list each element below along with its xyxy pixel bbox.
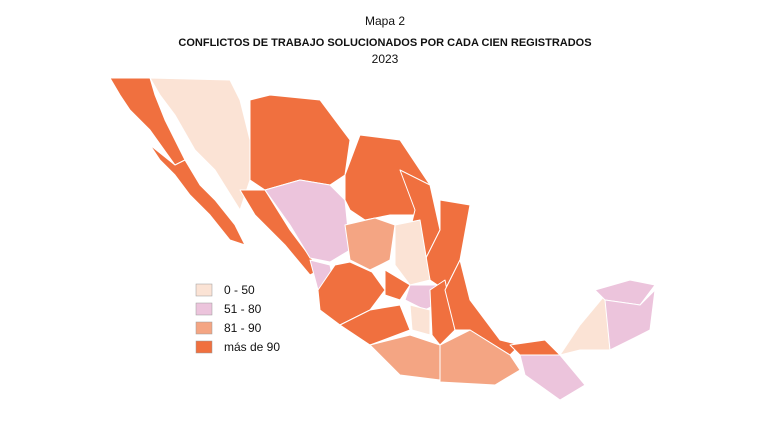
map-year: 2023 <box>372 52 399 66</box>
state <box>594 279 656 306</box>
state <box>149 144 246 246</box>
state <box>339 304 411 346</box>
legend-label: 0 - 50 <box>224 283 255 297</box>
state <box>344 217 396 271</box>
state <box>559 294 611 356</box>
legend-swatch <box>195 302 213 316</box>
state <box>409 304 431 336</box>
legend-swatch <box>195 321 213 335</box>
state <box>439 329 521 386</box>
state <box>384 269 411 301</box>
state <box>429 279 456 346</box>
state <box>394 219 431 286</box>
legend: 0 - 50 51 - 80 81 - 90 más de 90 <box>195 283 280 354</box>
mexico-map <box>109 77 656 401</box>
state <box>344 134 431 221</box>
legend-swatch <box>195 340 213 354</box>
legend-label: 81 - 90 <box>224 321 262 335</box>
state <box>519 354 586 401</box>
state <box>369 334 441 381</box>
state <box>249 94 351 191</box>
state <box>604 289 656 351</box>
map-title: CONFLICTOS DE TRABAJO SOLUCIONADOS POR C… <box>178 37 591 49</box>
legend-label: 51 - 80 <box>224 302 262 316</box>
map-label: Mapa 2 <box>365 14 405 28</box>
state <box>149 77 251 211</box>
legend-swatch <box>195 283 213 297</box>
legend-label: más de 90 <box>224 340 280 354</box>
state <box>509 339 561 356</box>
